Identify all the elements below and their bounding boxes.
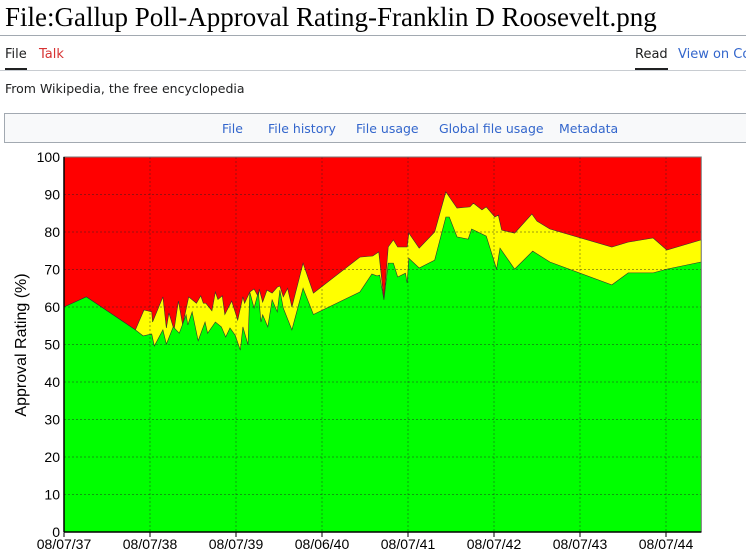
nav-metadata[interactable]: Metadata xyxy=(559,121,619,136)
nav-global-file-usage[interactable]: Global file usage xyxy=(439,121,544,136)
file-nav-bar: File File history File usage Global file… xyxy=(4,113,746,143)
y-tick-label: 30 xyxy=(44,412,60,428)
page-title: File:Gallup Poll-Approval Rating-Frankli… xyxy=(5,2,657,32)
x-tick-label: 08/07/37 xyxy=(37,536,92,552)
x-tick-label: 08/07/39 xyxy=(209,536,264,552)
tab-file[interactable]: File xyxy=(5,47,27,70)
approve-area xyxy=(63,216,702,533)
tabs-divider xyxy=(0,70,746,71)
y-tick-label: 50 xyxy=(44,337,60,353)
y-tick-label: 0 xyxy=(52,524,60,540)
title-divider xyxy=(0,35,746,36)
tab-view-on-commons[interactable]: View on Cor xyxy=(678,47,746,62)
x-tick-label: 08/07/44 xyxy=(639,536,694,552)
y-tick-label: 80 xyxy=(44,224,60,240)
y-tick-label: 90 xyxy=(44,187,60,203)
nav-file[interactable]: File xyxy=(222,121,243,136)
x-tick-label: 08/06/40 xyxy=(295,536,350,552)
tagline: From Wikipedia, the free encyclopedia xyxy=(5,81,245,96)
y-tick-label: 10 xyxy=(44,487,60,503)
y-axis-label: Approval Rating (%) xyxy=(13,273,30,416)
nav-file-usage[interactable]: File usage xyxy=(356,121,419,136)
x-tick-label: 08/07/38 xyxy=(123,536,178,552)
y-tick-label: 20 xyxy=(44,449,60,465)
tab-read[interactable]: Read xyxy=(635,47,668,70)
approval-chart: Approval Rating (%) 0 10 20 30 40 50 60 70 80 90 1… xyxy=(13,150,702,552)
y-tick-label: 70 xyxy=(44,262,60,278)
y-tick-label: 100 xyxy=(37,150,61,165)
x-tick-label: 08/07/41 xyxy=(381,536,436,552)
y-tick-label: 40 xyxy=(44,374,60,390)
x-tick-label: 08/07/42 xyxy=(467,536,522,552)
tab-talk[interactable]: Talk xyxy=(39,47,64,62)
nav-file-history[interactable]: File history xyxy=(268,121,336,136)
x-tick-label: 08/07/43 xyxy=(553,536,608,552)
y-tick-label: 60 xyxy=(44,299,60,315)
